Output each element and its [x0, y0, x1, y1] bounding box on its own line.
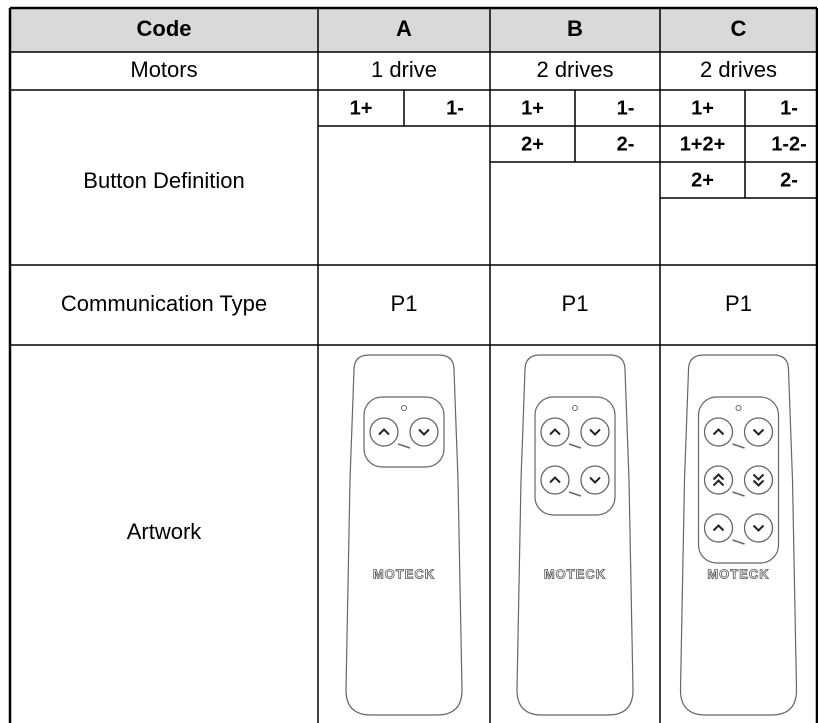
- button-icon: [580, 417, 610, 447]
- motion-icon: [568, 491, 582, 497]
- led: [401, 405, 407, 411]
- button-code: 1-: [446, 97, 464, 119]
- button-icon: [580, 465, 610, 495]
- header-bg: [10, 8, 817, 52]
- remote-artwork: [345, 354, 463, 716]
- motion-icon: [568, 443, 582, 449]
- chevron: [752, 524, 765, 532]
- chevron: [549, 476, 561, 484]
- chevron: [589, 428, 601, 436]
- motion-icon: [732, 539, 745, 545]
- motion-icon: [732, 491, 745, 497]
- button-code: 2-: [780, 169, 798, 191]
- row-label: Button Definition: [83, 168, 244, 193]
- brand-logo: MOTECK: [707, 566, 769, 581]
- button-panel: [534, 396, 616, 516]
- button-code: 1-: [617, 97, 635, 119]
- row-label: Motors: [130, 57, 197, 82]
- button-icon: [409, 417, 439, 447]
- button-code: 1+: [350, 97, 373, 119]
- button-code: 1+: [691, 97, 714, 119]
- chevron: [712, 428, 725, 436]
- chevron: [752, 473, 765, 481]
- button-code: 2-: [617, 133, 635, 155]
- button-icon: [743, 513, 774, 543]
- button-code: 1+: [521, 97, 544, 119]
- motors-cell: 2 drives: [536, 57, 613, 82]
- button-icon: [369, 417, 399, 447]
- button-panel: [363, 396, 445, 468]
- header-cell: A: [396, 16, 412, 41]
- motion-icon: [732, 443, 745, 449]
- button-code: 1-: [780, 97, 798, 119]
- button-icon: [540, 417, 570, 447]
- led: [572, 405, 578, 411]
- row-label: Communication Type: [61, 291, 267, 316]
- comm-cell: P1: [562, 291, 589, 316]
- comm-cell: P1: [391, 291, 418, 316]
- chevron: [418, 428, 430, 436]
- chevron: [752, 479, 765, 487]
- chevron: [589, 476, 601, 484]
- button-icon: [743, 417, 774, 447]
- motion-icon: [397, 443, 411, 449]
- button-code: 2+: [521, 133, 544, 155]
- chevron: [752, 428, 765, 436]
- motors-cell: 1 drive: [371, 57, 437, 82]
- button-code: 1-2-: [771, 133, 807, 155]
- motors-cell: 2 drives: [700, 57, 777, 82]
- button-icon: [703, 417, 734, 447]
- button-code: 1+2+: [680, 133, 726, 155]
- chevron: [712, 479, 725, 487]
- brand-logo: MOTECK: [373, 566, 435, 581]
- header-cell: Code: [137, 16, 192, 41]
- brand-logo: MOTECK: [544, 566, 606, 581]
- row-label: Artwork: [127, 519, 203, 544]
- remote-artwork: [516, 354, 634, 716]
- header-cell: C: [731, 16, 747, 41]
- chevron: [378, 428, 390, 436]
- button-icon: [540, 465, 570, 495]
- chevron: [549, 428, 561, 436]
- led: [735, 405, 742, 411]
- comm-cell: P1: [725, 291, 752, 316]
- remote-artwork: [679, 354, 798, 716]
- button-icon: [703, 513, 734, 543]
- chevron: [712, 524, 725, 532]
- header-cell: B: [567, 16, 583, 41]
- button-code: 2+: [691, 169, 714, 191]
- chevron: [712, 473, 725, 481]
